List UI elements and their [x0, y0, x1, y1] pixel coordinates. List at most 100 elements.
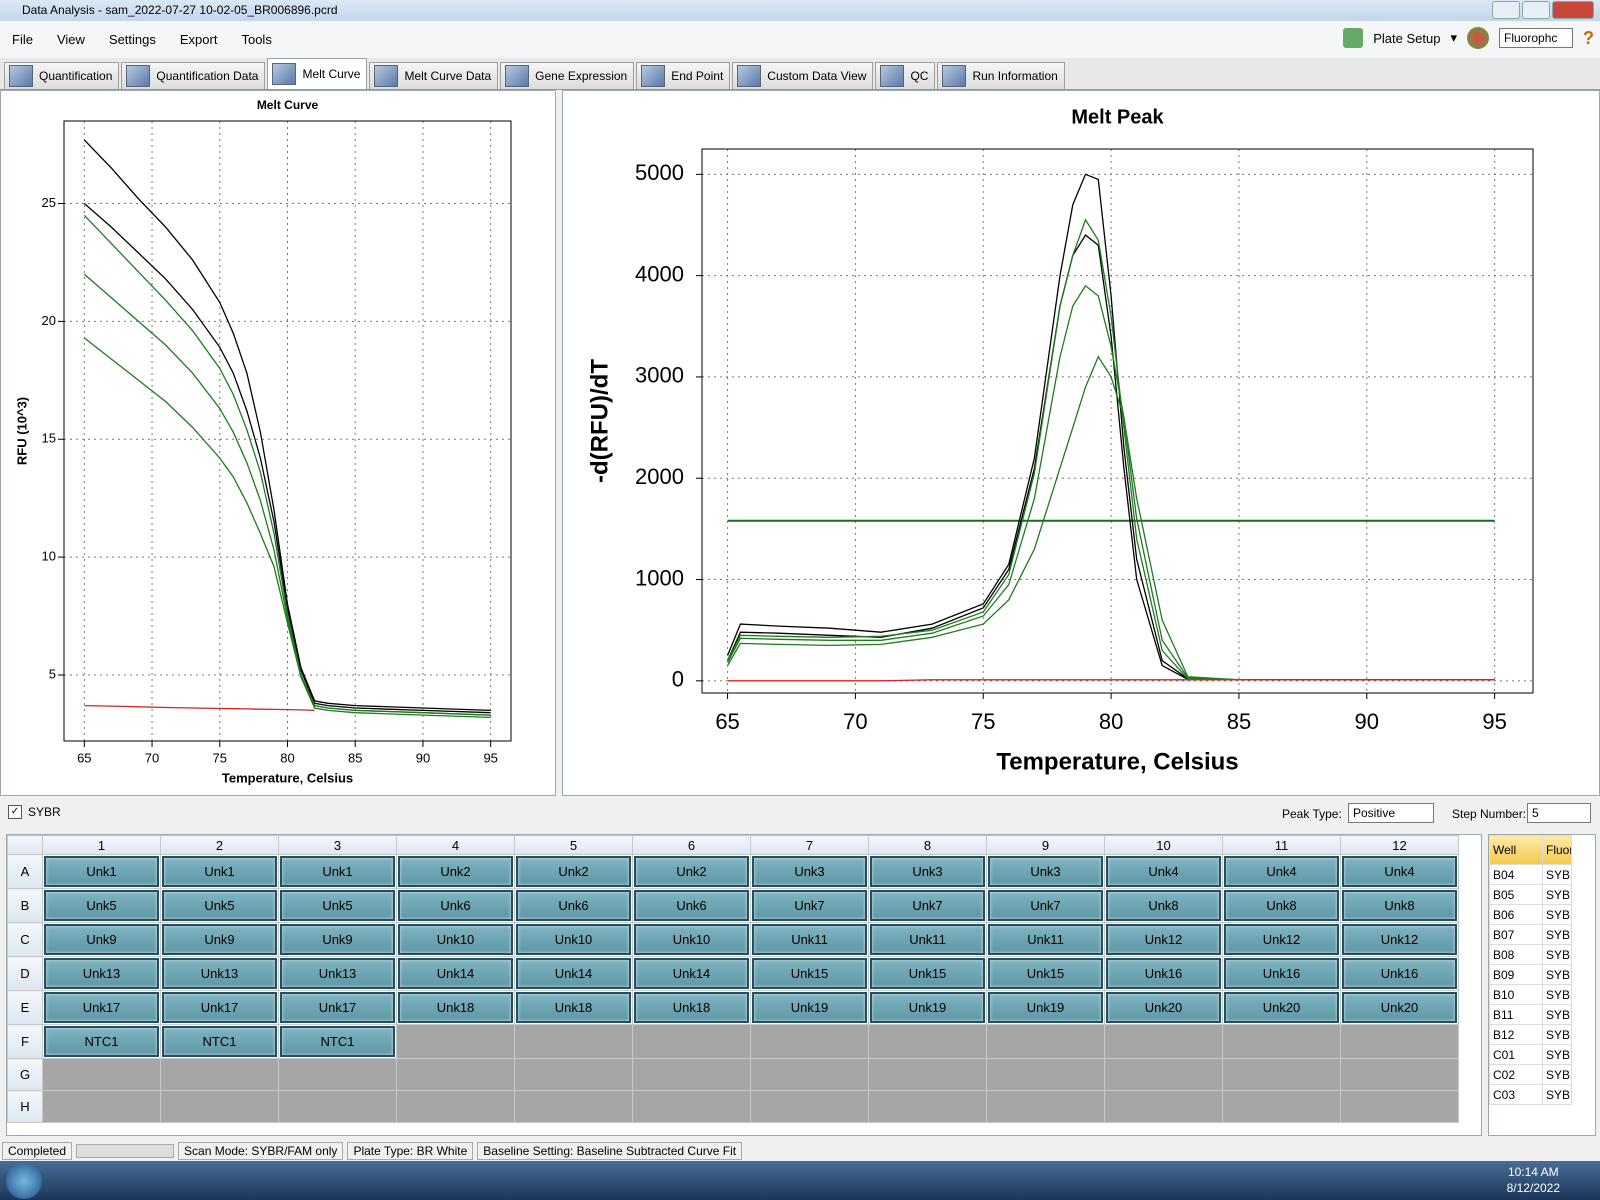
- well[interactable]: Unk16: [1222, 956, 1341, 991]
- empty-well[interactable]: [160, 1058, 279, 1091]
- empty-well[interactable]: [1104, 1024, 1223, 1059]
- column-header[interactable]: 2: [160, 835, 279, 855]
- empty-well[interactable]: [1104, 1090, 1223, 1123]
- well[interactable]: Unk9: [278, 922, 397, 957]
- column-header[interactable]: 9: [986, 835, 1105, 855]
- well[interactable]: Unk3: [868, 854, 987, 889]
- column-header[interactable]: 12: [1340, 835, 1459, 855]
- well[interactable]: Unk15: [868, 956, 987, 991]
- well[interactable]: Unk4: [1104, 854, 1223, 889]
- help[interactable]: ?: [1583, 27, 1594, 48]
- minimize[interactable]: [1492, 1, 1520, 19]
- column-header[interactable]: 6: [632, 835, 751, 855]
- well[interactable]: Unk16: [1104, 956, 1223, 991]
- empty-well[interactable]: [632, 1058, 751, 1091]
- well[interactable]: Unk11: [986, 922, 1105, 957]
- empty-well[interactable]: [1222, 1090, 1341, 1123]
- well-row[interactable]: B05SYBR: [1489, 884, 1572, 905]
- empty-well[interactable]: [750, 1058, 869, 1091]
- row-header[interactable]: B: [7, 888, 43, 923]
- empty-well[interactable]: [750, 1090, 869, 1123]
- well[interactable]: Unk12: [1340, 922, 1459, 957]
- empty-well[interactable]: [986, 1090, 1105, 1123]
- well-row[interactable]: B07SYBR: [1489, 924, 1572, 945]
- column-header[interactable]: 11: [1222, 835, 1341, 855]
- well[interactable]: Unk20: [1104, 990, 1223, 1025]
- well[interactable]: Unk10: [514, 922, 633, 957]
- column-header[interactable]: 3: [278, 835, 397, 855]
- well-row[interactable]: C02SYBR: [1489, 1064, 1572, 1085]
- well-row[interactable]: B08SYBR: [1489, 944, 1572, 965]
- well[interactable]: Unk3: [986, 854, 1105, 889]
- tab[interactable]: Melt Curve: [267, 58, 368, 89]
- well[interactable]: Unk13: [42, 956, 161, 991]
- well[interactable]: Unk3: [750, 854, 869, 889]
- plate-setup[interactable]: Plate Setup: [1373, 30, 1441, 46]
- well[interactable]: Unk10: [632, 922, 751, 957]
- tab[interactable]: End Point: [636, 62, 731, 89]
- empty-well[interactable]: [1222, 1024, 1341, 1059]
- row-header[interactable]: A: [7, 854, 43, 889]
- well[interactable]: NTC1: [42, 1024, 161, 1059]
- row-header[interactable]: D: [7, 956, 43, 991]
- well-row[interactable]: B10SYBR: [1489, 984, 1572, 1005]
- tab[interactable]: QC: [875, 62, 936, 89]
- well-row[interactable]: B12SYBR: [1489, 1024, 1572, 1045]
- well[interactable]: Unk6: [632, 888, 751, 923]
- empty-well[interactable]: [396, 1058, 515, 1091]
- well[interactable]: Unk8: [1104, 888, 1223, 923]
- tab[interactable]: Custom Data View: [732, 62, 874, 89]
- empty-well[interactable]: [1222, 1058, 1341, 1091]
- well[interactable]: Unk12: [1222, 922, 1341, 957]
- tab[interactable]: Quantification Data: [121, 62, 266, 89]
- well[interactable]: Unk18: [632, 990, 751, 1025]
- row-header[interactable]: G: [7, 1058, 43, 1091]
- menu-item[interactable]: View: [56, 32, 85, 47]
- row-header[interactable]: E: [7, 990, 43, 1025]
- empty-well[interactable]: [514, 1090, 633, 1123]
- well[interactable]: NTC1: [160, 1024, 279, 1059]
- peak-type-select[interactable]: Positive: [1348, 803, 1434, 823]
- well[interactable]: Unk15: [986, 956, 1105, 991]
- well[interactable]: Unk14: [514, 956, 633, 991]
- well[interactable]: Unk9: [160, 922, 279, 957]
- well[interactable]: NTC1: [278, 1024, 397, 1059]
- empty-well[interactable]: [42, 1058, 161, 1091]
- empty-well[interactable]: [278, 1090, 397, 1123]
- well[interactable]: Unk13: [160, 956, 279, 991]
- well[interactable]: Unk6: [514, 888, 633, 923]
- column-header[interactable]: Fluor: [1542, 835, 1572, 865]
- fluorophore-select[interactable]: Fluorophc: [1499, 28, 1573, 48]
- step-select[interactable]: 5: [1527, 803, 1591, 823]
- well-row[interactable]: C03SYBR: [1489, 1084, 1572, 1105]
- well[interactable]: Unk7: [750, 888, 869, 923]
- well[interactable]: Unk1: [160, 854, 279, 889]
- empty-well[interactable]: [632, 1090, 751, 1123]
- color-icon[interactable]: [1467, 27, 1489, 49]
- column-header[interactable]: 10: [1104, 835, 1223, 855]
- empty-well[interactable]: [160, 1090, 279, 1123]
- empty-well[interactable]: [632, 1024, 751, 1059]
- empty-well[interactable]: [514, 1058, 633, 1091]
- start-button[interactable]: [6, 1163, 42, 1199]
- well[interactable]: Unk8: [1340, 888, 1459, 923]
- well-row[interactable]: B09SYBR: [1489, 964, 1572, 985]
- column-header[interactable]: 4: [396, 835, 515, 855]
- well[interactable]: Unk10: [396, 922, 515, 957]
- well[interactable]: Unk1: [278, 854, 397, 889]
- well[interactable]: Unk4: [1340, 854, 1459, 889]
- empty-well[interactable]: [42, 1090, 161, 1123]
- well[interactable]: Unk17: [42, 990, 161, 1025]
- tab[interactable]: Melt Curve Data: [369, 62, 499, 89]
- well[interactable]: Unk19: [750, 990, 869, 1025]
- well[interactable]: Unk14: [632, 956, 751, 991]
- well-row[interactable]: B04SYBR: [1489, 864, 1572, 885]
- column-header[interactable]: Well: [1489, 835, 1543, 865]
- row-header[interactable]: H: [7, 1090, 43, 1123]
- well[interactable]: Unk5: [278, 888, 397, 923]
- well[interactable]: Unk5: [160, 888, 279, 923]
- empty-well[interactable]: [750, 1024, 869, 1059]
- menu-item[interactable]: Tools: [241, 32, 272, 47]
- menu-item[interactable]: Settings: [108, 32, 156, 47]
- well[interactable]: Unk19: [868, 990, 987, 1025]
